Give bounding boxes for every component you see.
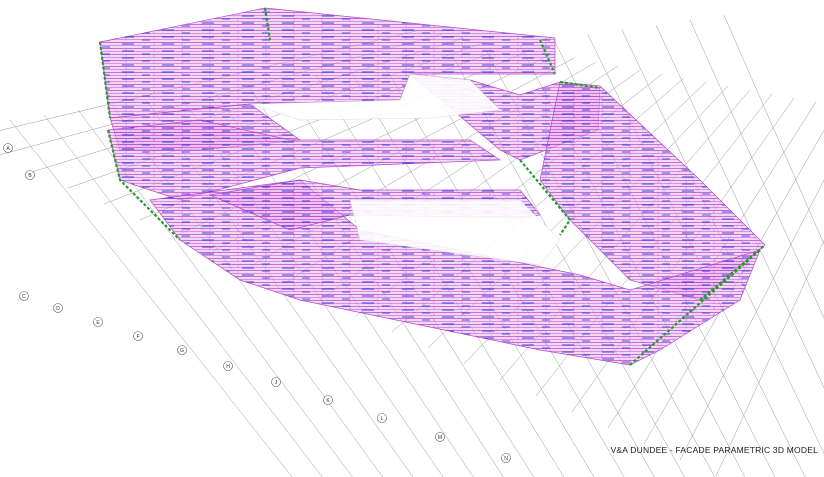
grid-bubble-label: N xyxy=(504,456,508,462)
facade-edge xyxy=(538,39,557,75)
facade-void xyxy=(349,199,561,266)
grid-bubble-circle xyxy=(271,377,281,387)
grid-bubble-circle xyxy=(377,413,387,423)
grid-bubble: D xyxy=(53,303,63,313)
facade-edge xyxy=(559,80,601,90)
facade-panels xyxy=(98,7,766,366)
grid-line xyxy=(723,14,824,245)
facade-edge xyxy=(98,41,112,119)
grid-bubble-label: H xyxy=(226,364,230,370)
grid-bubble-label: G xyxy=(180,348,184,354)
grid-bubble-circle xyxy=(25,170,35,180)
grid-line xyxy=(9,119,293,477)
grid-line xyxy=(655,24,824,389)
grid-bubble: G xyxy=(177,345,187,355)
grid-bubble: K xyxy=(323,395,333,405)
facade-edge xyxy=(629,249,761,366)
model-caption: V&A DUNDEE - FACADE PARAMETRIC 3D MODEL xyxy=(610,445,818,455)
grid-line xyxy=(689,19,824,319)
grid-bubble-circle xyxy=(93,317,103,327)
facade-edge xyxy=(106,129,181,241)
grid-bubble-circle xyxy=(3,143,13,153)
grid-bubble-label: J xyxy=(275,380,278,386)
grid-bubble: C xyxy=(19,291,29,301)
grid-bubble-circle xyxy=(133,331,143,341)
grid-bubble-circle xyxy=(323,395,333,405)
facade-band-accents xyxy=(540,82,765,300)
grid-bubble-circle xyxy=(223,361,233,371)
grid-bubble-label: B xyxy=(28,173,32,179)
grid-bubble-label: D xyxy=(56,306,60,312)
grid-axis-bubbles: A B C D E F G H J K L M N xyxy=(3,143,511,463)
grid-bubble-label: A xyxy=(6,146,10,152)
grid-bubble: A xyxy=(3,143,13,153)
grid-bubble: B xyxy=(25,170,35,180)
grid-bubble: M xyxy=(435,432,445,442)
grid-bubble-label: F xyxy=(136,334,139,340)
facade-edge xyxy=(519,159,572,236)
grid-line xyxy=(43,114,323,477)
facade-void xyxy=(249,73,501,121)
grid-bubble: E xyxy=(93,317,103,327)
grid-bubble-circle xyxy=(501,453,511,463)
facade-edge xyxy=(263,7,272,41)
grid-bubble-label: M xyxy=(438,435,442,441)
grid-bubble-label: K xyxy=(326,398,330,404)
grid-bubble-circle xyxy=(19,291,29,301)
grid-bubble: F xyxy=(133,331,143,341)
facade-band-accents xyxy=(108,120,500,200)
grid-bubble: L xyxy=(377,413,387,423)
grid-bubble-label: E xyxy=(96,320,100,326)
grid-line xyxy=(679,179,824,461)
grid-bubble: J xyxy=(271,377,281,387)
grid-bubble-circle xyxy=(53,303,63,313)
grid-bubble: N xyxy=(501,453,511,463)
grid-bubble-label: L xyxy=(381,416,384,422)
grid-bubble-circle xyxy=(435,432,445,442)
grid-bubble-label: C xyxy=(22,294,26,300)
grid-bubble: H xyxy=(223,361,233,371)
facade-band-accents xyxy=(100,8,555,118)
grid-bubble-circle xyxy=(177,345,187,355)
